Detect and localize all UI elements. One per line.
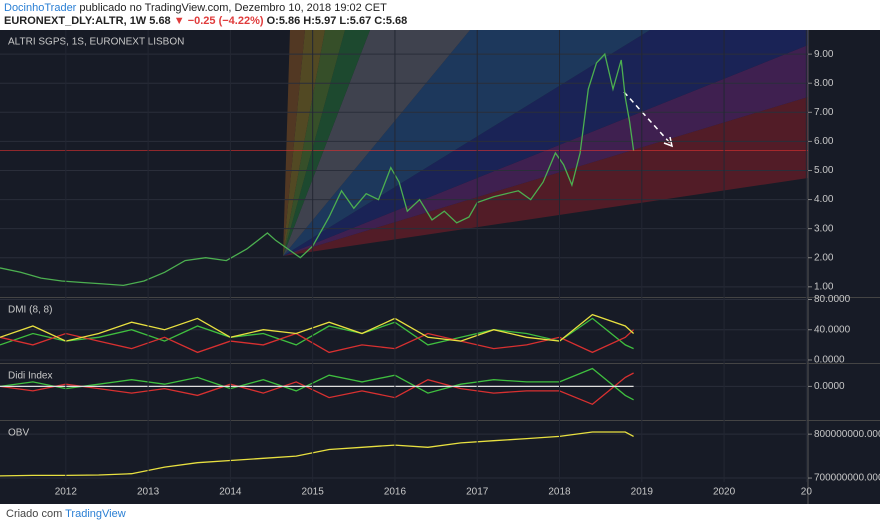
y-tick-label: 6.00 [814,136,834,147]
y-tick-label: 3.00 [814,223,834,234]
y-tick-label: 800000000.0000 [814,429,880,440]
y-tick-label: 2.00 [814,252,834,263]
footer-text: Criado com [6,508,63,520]
x-tick-label: 2016 [384,487,407,498]
x-tick-label: 2017 [466,487,489,498]
background [0,30,880,504]
x-tick-label: 2013 [137,487,160,498]
ohlc: O:5.86 [266,15,301,27]
y-tick-label: 9.00 [814,49,834,60]
ohlc: H:5.97 [303,15,337,27]
y-tick-label: 1.00 [814,281,834,292]
x-tick-label: 20 [801,487,813,498]
y-tick-label: 0.0000 [814,355,845,366]
panel-title: Didi Index [8,371,52,382]
x-tick-label: 2019 [631,487,654,498]
projection-arrow [623,91,671,144]
symbol: EURONEXT_DLY:ALTR, 1W [4,15,147,27]
series-line [0,313,635,342]
y-tick-label: 7.00 [814,107,834,118]
y-tick-label: 4.00 [814,194,834,205]
panel-title: DMI (8, 8) [8,305,52,316]
y-tick-label: 0.0000 [814,381,845,392]
y-tick-label: 5.00 [814,165,834,176]
panel-title: ALTRI SGPS, 1S, EURONEXT LISBON [8,37,184,48]
x-tick-label: 2020 [713,487,736,498]
x-tick-label: 2012 [55,487,78,498]
x-tick-label: 2014 [219,487,242,498]
change: ▼ −0.25 (−4.22%) [173,15,264,27]
published: publicado no TradingView.com, Dezembro 1… [79,2,387,14]
series-line [0,367,634,401]
brand[interactable]: TradingView [65,508,126,520]
ohlc: C:5.68 [374,15,408,27]
quote: 5.68 [149,15,171,27]
panel-title: OBV [8,428,29,439]
chart: 1.00 2.00 3.00 4.00 5.00 6.00 7.00 8.00 9.00 ALTR… [0,30,880,504]
y-tick-label: 8.00 [814,78,834,89]
ohlc: L:5.67 [339,15,372,27]
x-tick-label: 2015 [302,487,325,498]
series-line [0,317,634,350]
footer: Criado com TradingView [0,504,880,526]
series-line [0,52,635,287]
y-tick-label: 700000000.0000 [814,473,880,484]
y-tick-label: 80.0000 [814,294,851,305]
y-tick-label: 40.0000 [814,324,851,335]
author[interactable]: DocinhoTrader [4,2,77,14]
arrow-head [663,136,674,148]
header: DocinhoTrader publicado no TradingView.c… [0,0,880,30]
series-line [0,431,634,477]
x-tick-label: 2018 [548,487,571,498]
series-line [0,372,634,406]
